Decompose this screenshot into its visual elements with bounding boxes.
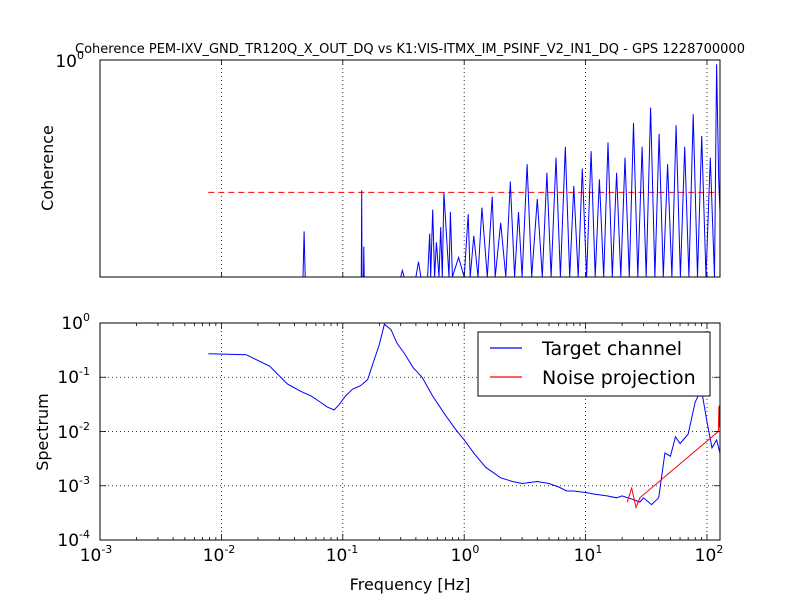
spectrum-ytick-label: 100 <box>61 311 90 334</box>
target-channel-series-line <box>208 323 721 506</box>
legend-box <box>477 331 711 397</box>
coherence-panel: 100 Coherence <box>38 49 721 278</box>
spectrum-ytick-label: 10-2 <box>57 420 90 443</box>
spectrum-panel: 10-4 10-3 10-2 10-1 100 10-3 10-2 10-1 1… <box>33 311 723 594</box>
spectrum-ytick-label: 10-4 <box>57 528 90 551</box>
coherence-series-line <box>208 64 721 278</box>
spectrum-ytick-label: 10-3 <box>57 474 90 497</box>
xtick-label: 10-1 <box>326 543 359 566</box>
coherence-ytick-label: 100 <box>55 49 84 72</box>
coherence-ylabel: Coherence <box>38 125 57 211</box>
xtick-label: 10-2 <box>203 543 236 566</box>
noise-projection-series-line <box>626 405 721 509</box>
spectrum-ytick-label: 10-1 <box>57 365 90 388</box>
legend-label-target-channel: Target channel <box>541 338 682 360</box>
xtick-label: 102 <box>695 543 724 566</box>
legend-label-noise-projection: Noise projection <box>542 367 696 389</box>
legend: Target channel Noise projection <box>477 331 711 397</box>
figure-title: Coherence PEM-IXV_GND_TR120Q_X_OUT_DQ vs… <box>75 42 745 57</box>
coherence-axes-frame <box>99 59 721 278</box>
spectrum-ylabel: Spectrum <box>33 393 52 471</box>
spectrum-xlabel: Frequency [Hz] <box>350 575 471 594</box>
xtick-label: 101 <box>574 543 603 566</box>
xtick-label: 10-3 <box>80 543 113 566</box>
xtick-label: 100 <box>451 543 480 566</box>
